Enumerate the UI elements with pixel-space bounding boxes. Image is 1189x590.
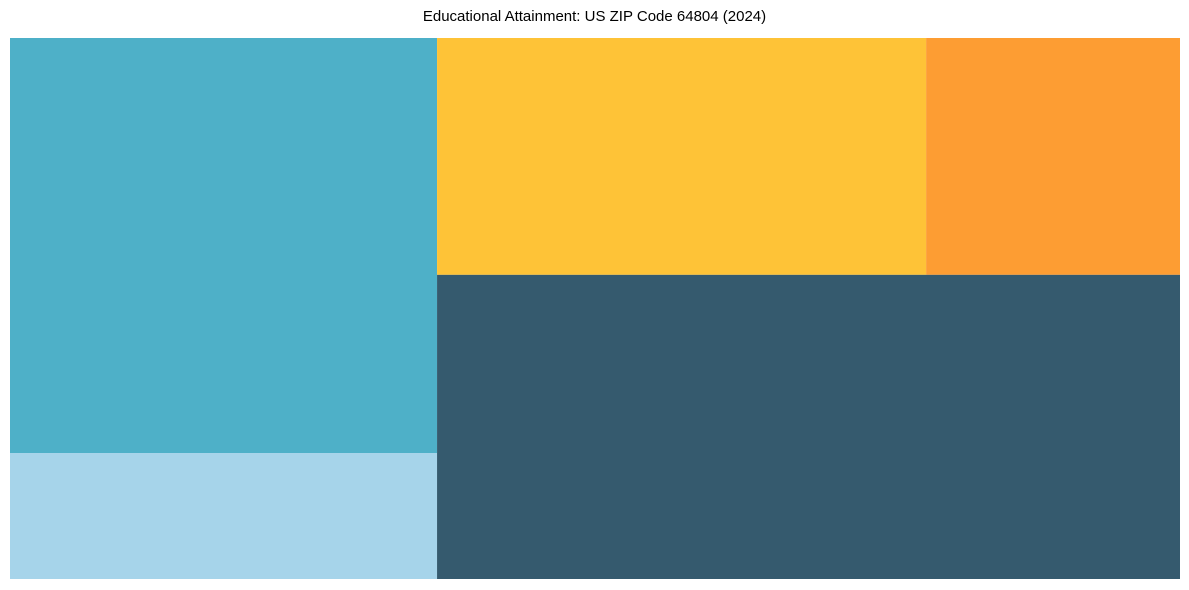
treemap-tile-3 xyxy=(926,38,1180,275)
chart-title: Educational Attainment: US ZIP Code 6480… xyxy=(422,8,767,25)
treemap-plot xyxy=(10,38,1180,579)
treemap-tile-2 xyxy=(437,38,927,275)
treemap-tile-1 xyxy=(10,453,438,579)
treemap-tile-0 xyxy=(10,38,438,454)
treemap-tile-4 xyxy=(437,274,1180,579)
